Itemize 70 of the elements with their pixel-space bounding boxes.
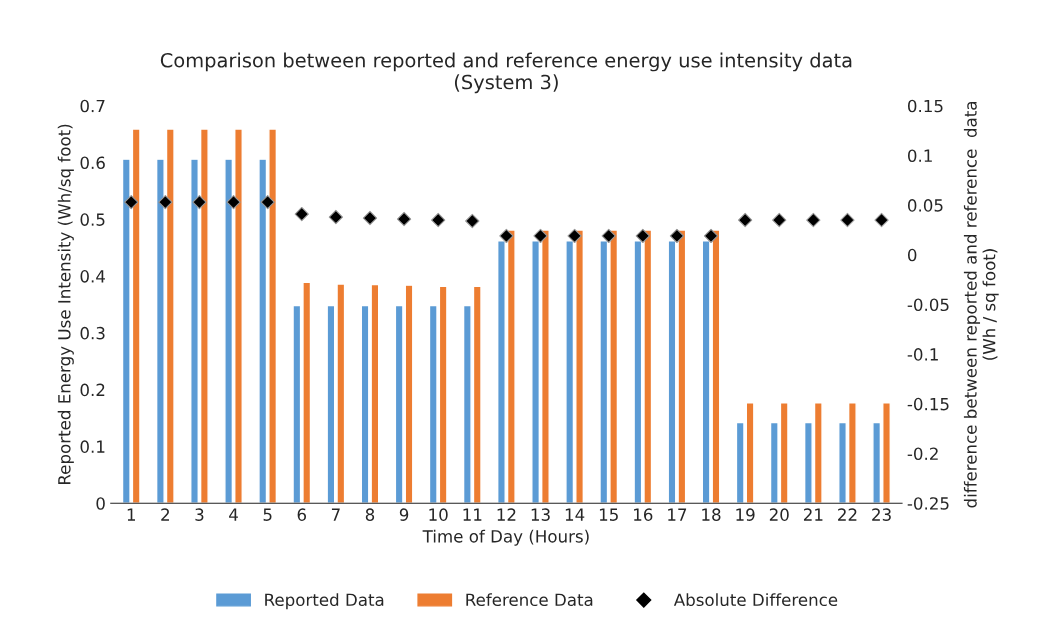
x-tick-label: 22 — [838, 508, 857, 521]
x-tick-label: 13 — [531, 508, 550, 521]
point — [703, 228, 719, 244]
y-tick-label: 0.5 — [80, 213, 105, 226]
point — [840, 212, 855, 228]
x-tick-label: 19 — [736, 508, 755, 521]
x-tick-label: 14 — [565, 508, 585, 521]
legend-label: Absolute Difference — [673, 593, 838, 607]
y2-tick-label: -0.25 — [907, 497, 949, 510]
y2-tick-label: -0.2 — [907, 447, 938, 461]
x-tick-label: 2 — [161, 508, 169, 521]
x-tick-label: 8 — [365, 508, 375, 521]
legend-label: Reported Data — [265, 593, 384, 610]
point — [567, 228, 582, 244]
x-tick-label: 21 — [803, 508, 823, 521]
x-tick-label: 18 — [702, 508, 721, 521]
x-tick-label: 9 — [399, 508, 409, 521]
x-tick-label: 17 — [668, 508, 687, 521]
x-tick-label: 7 — [331, 508, 340, 521]
x-tick-label: 3 — [195, 508, 204, 521]
y2-tick-label: 0.05 — [907, 199, 943, 212]
point — [226, 194, 241, 210]
x-tick-label: 5 — [263, 508, 272, 521]
x-tick-label: 15 — [599, 508, 618, 521]
point — [158, 194, 173, 210]
point — [806, 212, 821, 228]
y2-tick-label: 0.15 — [907, 99, 943, 113]
y-tick-label: 0 — [96, 497, 105, 510]
x-tick-label: 11 — [463, 508, 482, 521]
y-tick-label: 0.2 — [80, 383, 105, 397]
point — [772, 212, 787, 228]
point — [396, 211, 412, 227]
x-tick-label: 1 — [127, 508, 135, 521]
point — [260, 194, 275, 210]
x-tick-label: 16 — [634, 508, 653, 521]
point — [601, 228, 616, 244]
point — [465, 213, 480, 229]
y-tick-label: 0.1 — [80, 440, 105, 453]
y2-tick-label: -0.15 — [907, 397, 949, 411]
point — [533, 228, 548, 244]
y-tick-label: 0.7 — [80, 99, 105, 113]
x-tick-label: 6 — [297, 508, 307, 521]
point — [874, 212, 889, 228]
point — [635, 228, 650, 244]
point — [737, 212, 753, 228]
y-tick-label: 0.6 — [80, 156, 105, 170]
point — [499, 228, 514, 244]
x-tick-label: 20 — [769, 508, 789, 521]
chart-title: Comparison between reported and reference energy use intensity data (System 3) — [160, 52, 852, 94]
x-tick-label: 10 — [429, 508, 448, 521]
y-tick-label: 0.4 — [80, 270, 105, 283]
point — [362, 210, 378, 226]
y-tick-label: 0.3 — [80, 326, 105, 340]
point — [124, 194, 139, 210]
y2-axis-title: difference between reported and reference data (Wh / sq foot) — [963, 102, 999, 508]
x-axis-title: Time of Day (Hours) — [422, 529, 589, 546]
x-tick-label: 23 — [872, 508, 891, 521]
point — [294, 206, 309, 222]
legend-label: Reference Data — [466, 593, 593, 607]
y-axis-title: Reported Energy Use Intensity (Wh/sq foot) — [57, 124, 74, 484]
x-tick-label: 4 — [229, 508, 238, 521]
point — [192, 194, 207, 210]
y2-tick-label: 0.1 — [907, 149, 932, 163]
y2-tick-label: -0.1 — [907, 348, 938, 361]
y2-tick-label: -0.05 — [907, 298, 949, 312]
y2-tick-label: 0 — [907, 248, 917, 262]
point — [431, 212, 446, 228]
x-tick-label: 12 — [497, 508, 516, 521]
point — [328, 209, 344, 225]
point — [669, 228, 685, 244]
